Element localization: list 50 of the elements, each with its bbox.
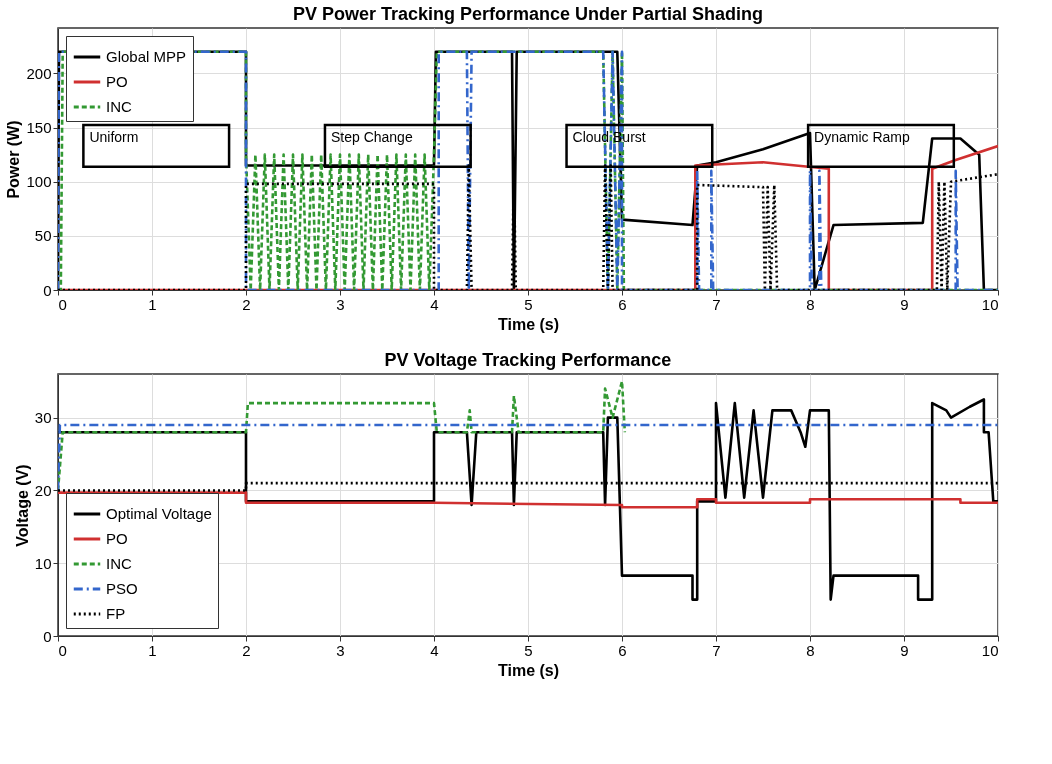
annotation: Step Change — [330, 128, 413, 145]
x-tick-label: 0 — [58, 295, 67, 313]
x-tick-label: 0 — [58, 641, 67, 659]
x-tick-label: 4 — [430, 295, 439, 313]
y-axis-title: Voltage (V) — [13, 464, 31, 547]
x-tick-label: 1 — [148, 641, 157, 659]
legend-label: PO — [106, 73, 128, 90]
legend-label: INC — [106, 555, 132, 572]
line-series — [58, 398, 998, 601]
x-tick-label: 4 — [430, 641, 439, 659]
x-tick-label: 10 — [981, 641, 999, 659]
y-tick-label: 150 — [26, 119, 52, 137]
x-tick-label: 10 — [981, 295, 999, 313]
annotation: Dynamic Ramp — [814, 128, 911, 145]
chart-title: PV Power Tracking Performance Under Partial Shading — [292, 4, 764, 24]
legend-label: Global MPP — [106, 48, 187, 65]
x-tick-label: 8 — [806, 295, 815, 313]
x-axis-title: Time (s) — [497, 315, 560, 333]
x-tick-label: 6 — [618, 295, 627, 313]
x-axis-title: Time (s) — [497, 661, 560, 679]
y-tick-label: 10 — [34, 554, 52, 572]
y-axis-title: Power (W) — [5, 120, 23, 199]
x-tick-label: 6 — [618, 641, 627, 659]
y-tick-label: 30 — [34, 409, 52, 427]
y-tick-label: 200 — [26, 64, 52, 82]
x-tick-label: 7 — [712, 641, 721, 659]
legend-label: PSO — [106, 580, 138, 597]
x-tick-label: 8 — [806, 641, 815, 659]
x-tick-label: 2 — [242, 641, 251, 659]
x-tick-label: 9 — [900, 295, 909, 313]
annotation: Uniform — [89, 128, 139, 145]
legend-label: Optimal Voltage — [106, 505, 212, 522]
x-tick-label: 9 — [900, 641, 909, 659]
legend-label: PO — [106, 530, 128, 547]
y-tick-label: 100 — [26, 173, 52, 191]
line-series — [58, 491, 998, 509]
x-tick-label: 7 — [712, 295, 721, 313]
x-tick-label: 3 — [336, 295, 345, 313]
x-tick-label: 2 — [242, 295, 251, 313]
y-tick-label: 0 — [43, 281, 52, 299]
legend-label: FP — [106, 605, 126, 622]
y-tick-label: 0 — [43, 627, 52, 645]
x-tick-label: 3 — [336, 641, 345, 659]
x-tick-label: 1 — [148, 295, 157, 313]
y-tick-label: 50 — [34, 227, 52, 245]
legend-label: INC — [106, 98, 132, 115]
x-tick-label: 5 — [524, 295, 533, 313]
chart-title: PV Voltage Tracking Performance — [384, 350, 672, 370]
x-tick-label: 5 — [524, 641, 533, 659]
y-tick-label: 20 — [34, 481, 52, 499]
